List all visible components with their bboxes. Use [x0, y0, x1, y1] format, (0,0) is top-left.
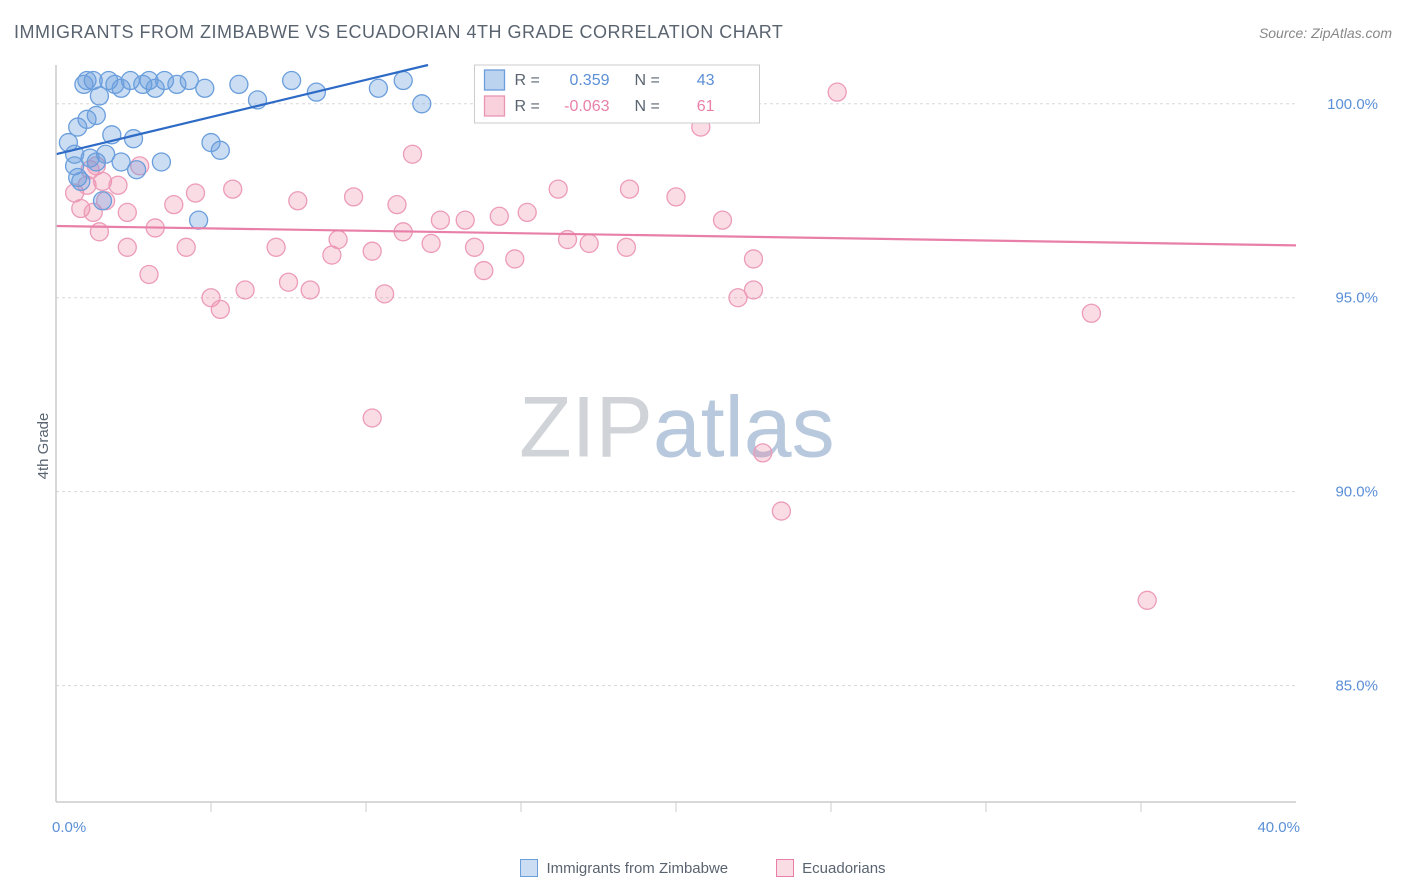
svg-text:N =: N =	[635, 98, 660, 115]
chart-header: IMMIGRANTS FROM ZIMBABWE VS ECUADORIAN 4…	[14, 22, 1392, 43]
svg-text:-0.063: -0.063	[564, 98, 609, 115]
footer-legend: Immigrants from Zimbabwe Ecuadorians	[0, 859, 1406, 877]
legend-swatch-blue	[520, 859, 538, 877]
legend-label: Ecuadorians	[802, 860, 885, 877]
svg-text:0.359: 0.359	[569, 72, 609, 89]
legend-label: Immigrants from Zimbabwe	[546, 860, 728, 877]
scatter-chart: 85.0% 90.0% 95.0% 100.0% ZIPatlas 0.0% 40.0% R …	[48, 55, 1386, 842]
svg-text:100.0%: 100.0%	[1327, 96, 1378, 113]
legend-swatch-pink	[776, 859, 794, 877]
svg-text:40.0%: 40.0%	[1257, 819, 1300, 836]
svg-text:R =: R =	[515, 98, 540, 115]
svg-text:ZIPatlas: ZIPatlas	[519, 379, 834, 475]
svg-text:95.0%: 95.0%	[1335, 290, 1378, 307]
svg-text:0.0%: 0.0%	[52, 819, 86, 836]
legend-item-zimbabwe: Immigrants from Zimbabwe	[520, 859, 728, 877]
legend-item-ecuadorians: Ecuadorians	[776, 859, 885, 877]
svg-text:85.0%: 85.0%	[1335, 678, 1378, 695]
chart-title: IMMIGRANTS FROM ZIMBABWE VS ECUADORIAN 4…	[14, 22, 783, 43]
svg-text:90.0%: 90.0%	[1335, 484, 1378, 501]
svg-text:R =: R =	[515, 72, 540, 89]
svg-text:43: 43	[697, 72, 715, 89]
svg-text:N =: N =	[635, 72, 660, 89]
plot-area: 85.0% 90.0% 95.0% 100.0% ZIPatlas 0.0% 40.0% R …	[48, 55, 1386, 842]
svg-text:61: 61	[697, 98, 715, 115]
chart-source: Source: ZipAtlas.com	[1259, 25, 1392, 41]
